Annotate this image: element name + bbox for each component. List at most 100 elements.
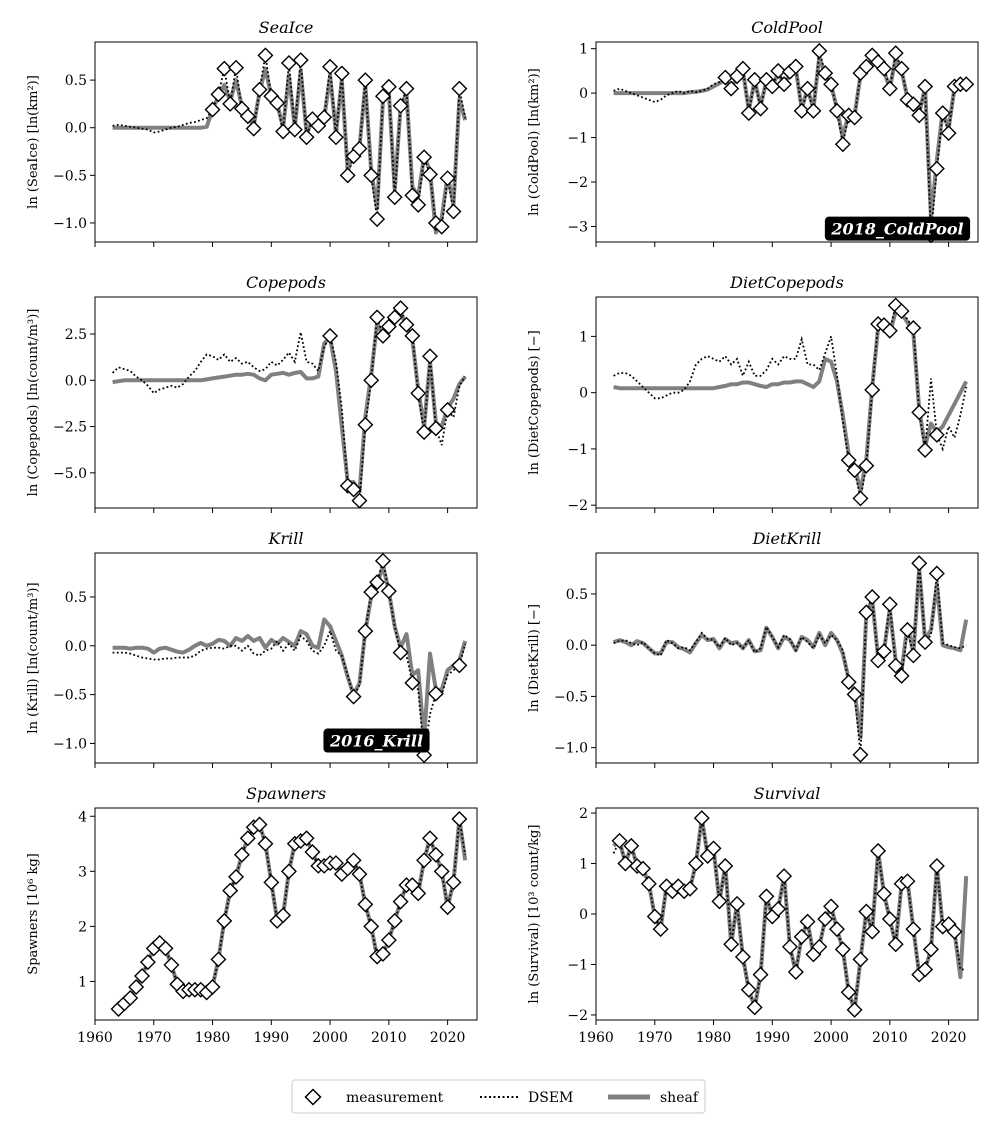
measurement-point <box>322 327 339 344</box>
panel-title: SeaIce <box>259 18 314 37</box>
measurement-point <box>386 912 403 929</box>
measurement-point <box>380 932 397 949</box>
measurement-point <box>122 989 139 1006</box>
measurement-point <box>292 52 309 69</box>
measurement-point <box>652 921 669 938</box>
measurement-point <box>392 97 409 114</box>
measurement-point <box>275 123 292 140</box>
axes-frame <box>595 807 979 1021</box>
annotation-label: 2018_ColdPool <box>830 220 963 239</box>
measurement-point <box>928 858 945 875</box>
measurement-point <box>770 900 787 917</box>
measurement-point <box>828 102 845 119</box>
measurement-point <box>881 911 898 928</box>
measurement-point <box>298 129 315 146</box>
y-tick-label: 0.5 <box>65 73 87 89</box>
panel-title: Survival <box>754 784 821 803</box>
sheaf-series-line <box>613 54 967 220</box>
legend: measurement DSEM sheaf <box>291 1079 706 1114</box>
y-tick-label: 2 <box>78 919 87 935</box>
measurement-point <box>374 88 391 105</box>
y-axis-label: ln (ColdPool) [ln(km²)] <box>527 68 542 215</box>
sheaf-series-line <box>612 816 969 1012</box>
measurement-point <box>269 94 286 111</box>
measurement-point <box>392 300 409 317</box>
measurement-point <box>363 372 380 389</box>
measurement-point <box>875 643 892 660</box>
measurement-point <box>776 76 793 93</box>
legend-label-sheaf: sheaf <box>660 1090 700 1106</box>
measurement-point <box>723 80 740 97</box>
panel-spawners: Spawners Spawners [10⁶ kg] 1 2 3 4 1960 1970 198… <box>26 784 478 1046</box>
measurement-point <box>840 674 857 691</box>
measurement-point <box>210 951 227 968</box>
dsem-series-line <box>112 560 467 756</box>
measurement-point <box>228 59 245 76</box>
measurement-point <box>852 490 869 507</box>
y-axis-label: ln (Copepods) [ln(count/m³)] <box>26 309 41 497</box>
measurement-point <box>439 401 456 418</box>
y-tick-label: 0 <box>579 907 588 923</box>
measurement-point <box>128 978 145 995</box>
measurement-point <box>934 105 951 122</box>
measurement-point <box>875 60 892 77</box>
measurement-point <box>404 674 421 691</box>
axes-frame <box>94 552 478 764</box>
x-tick-label: 2000 <box>312 1030 348 1046</box>
y-tick-label: 0 <box>579 386 588 402</box>
axes-frame <box>94 41 478 243</box>
y-tick-label: 0 <box>579 86 588 102</box>
measurement-point <box>870 652 887 669</box>
measurement-point <box>887 45 904 62</box>
y-tick-label: 0.0 <box>566 638 588 654</box>
plot-area <box>112 560 468 756</box>
measurement-point <box>846 462 863 479</box>
measurement-point <box>858 457 875 474</box>
measurement-point <box>410 885 427 902</box>
measurement-point <box>917 442 934 459</box>
x-tick-label: 1980 <box>195 1030 231 1046</box>
y-tick-label: 1 <box>579 857 588 873</box>
measurement-point <box>374 552 391 569</box>
annotation-label: 2016_Krill <box>329 732 423 751</box>
measurement-point <box>386 309 403 326</box>
x-tick-label: 1990 <box>754 1030 790 1046</box>
measurement-point <box>805 102 822 119</box>
measurement-point <box>351 140 368 157</box>
measurement-point <box>740 981 757 998</box>
axes-frame <box>595 552 979 764</box>
y-axis-label: ln (DietKrill) [−] <box>527 604 542 712</box>
measurement-point <box>404 187 421 204</box>
panel-dietkrill: DietKrill ln (DietKrill) [−] −1.0 −0.5 0.0 0.… <box>527 529 979 768</box>
measurement-point <box>911 555 928 572</box>
measurement-point <box>881 80 898 97</box>
measurement-point <box>239 108 256 125</box>
y-tick-label: −1.0 <box>53 736 87 752</box>
panel-title: DietCopepods <box>729 273 844 292</box>
annotation-box <box>824 216 971 241</box>
y-tick-label: 0.0 <box>65 639 87 655</box>
x-tick-label: 1960 <box>77 1030 113 1046</box>
measurement-point <box>222 882 239 899</box>
panel-copepods: Copepods ln (Copepods) [ln(count/m³)] −5.0… <box>26 273 478 513</box>
y-tick-label: 0.0 <box>65 121 87 137</box>
measurement-point <box>787 58 804 75</box>
measurement-point <box>811 42 828 59</box>
y-tick-label: 0.5 <box>566 587 588 603</box>
measurement-point <box>374 945 391 962</box>
measurement-point <box>333 65 350 82</box>
measurement-point <box>369 574 386 591</box>
measurement-point <box>427 685 444 702</box>
y-tick-label: 0.5 <box>65 590 87 606</box>
measurement-point <box>917 634 934 651</box>
measurement-point <box>357 416 374 433</box>
sheaf-series-line <box>112 66 468 235</box>
measurement-point <box>416 424 433 441</box>
measurement-point <box>646 908 663 925</box>
measurement-point <box>298 830 315 847</box>
measurement-point <box>711 893 728 910</box>
measurement-point <box>734 948 751 965</box>
measurement-point <box>881 596 898 613</box>
dsem-series-line <box>613 303 968 499</box>
measurement-point <box>893 303 910 320</box>
